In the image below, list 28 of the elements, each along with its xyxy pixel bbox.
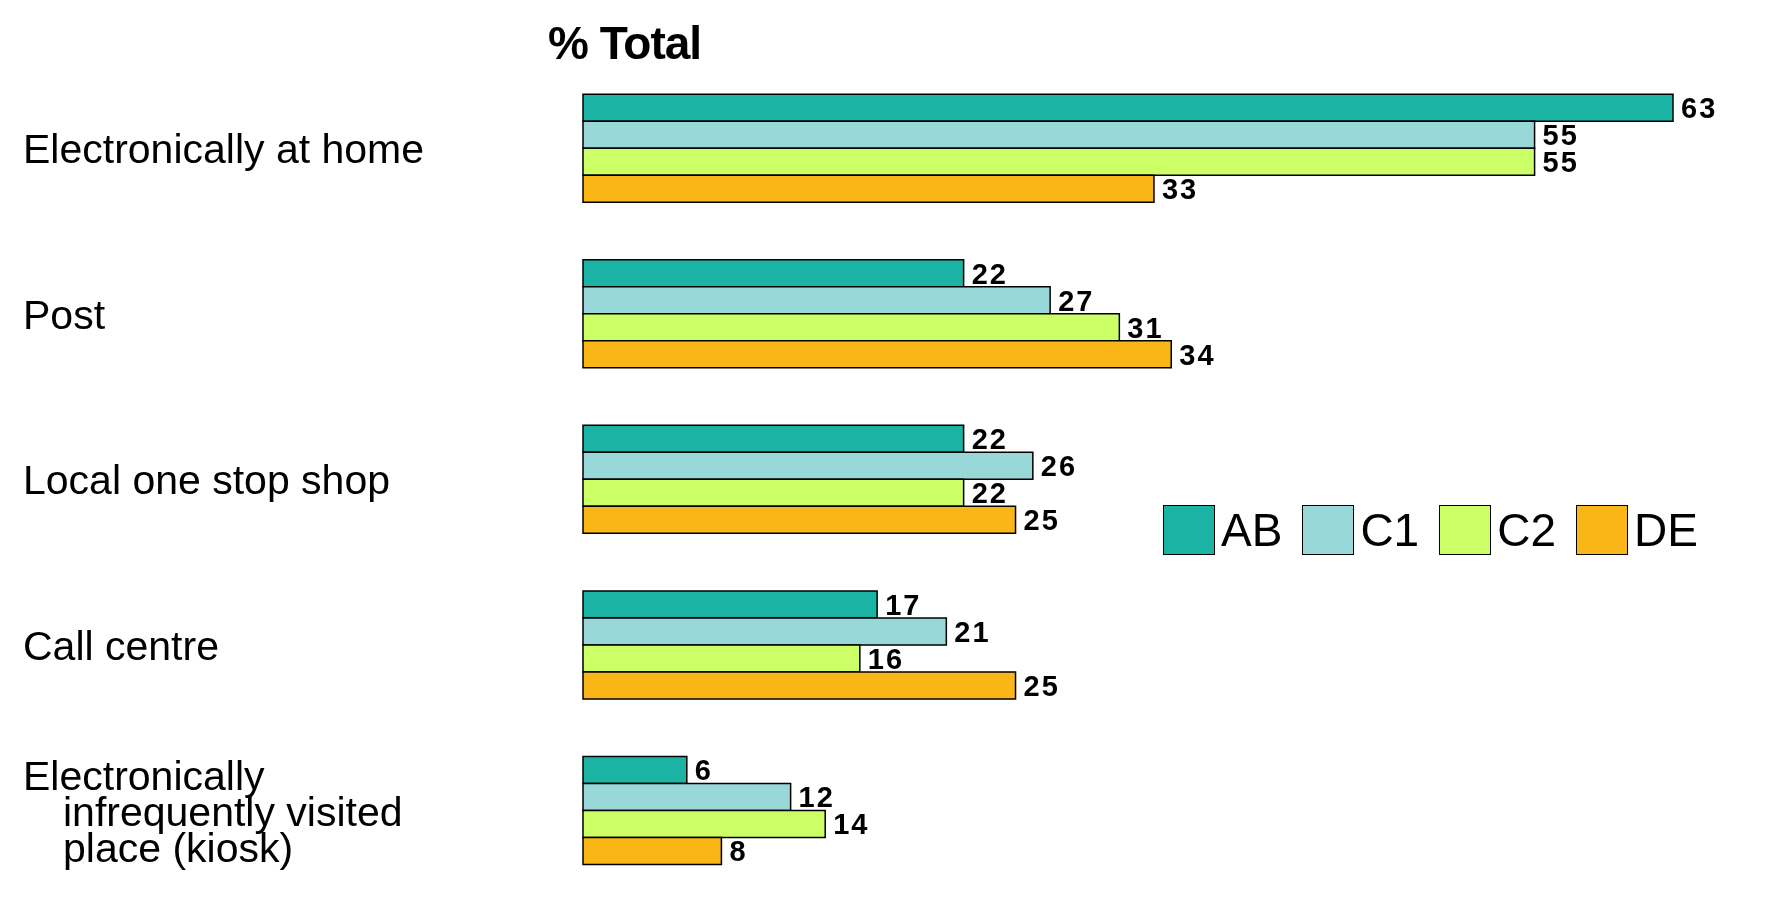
legend-label: C1 (1360, 503, 1420, 557)
data-label: 16 (867, 642, 905, 675)
data-label: 33 (1161, 172, 1199, 205)
data-label: 22 (971, 257, 1008, 290)
data-label: 21 (954, 615, 991, 648)
chart-title: % Total (548, 16, 702, 70)
data-label: 22 (971, 423, 1008, 456)
data-label: 6 (694, 754, 713, 787)
data-label: 22 (971, 477, 1008, 510)
y-tick-label: Electronically infrequently visited place (kiosk) (23, 752, 403, 871)
legend-label: DE (1634, 503, 1698, 557)
y-tick-label: Call centre (23, 622, 219, 669)
data-label: 31 (1127, 311, 1164, 344)
y-tick-label: Post (23, 291, 106, 338)
data-label: 8 (729, 835, 748, 868)
data-label: 34 (1179, 338, 1216, 371)
data-label: 14 (833, 808, 870, 841)
legend-label: AB (1221, 503, 1283, 557)
y-tick-label: Local one stop shop (23, 457, 390, 504)
data-label: 63 (1681, 91, 1718, 124)
data-label: 12 (798, 781, 835, 814)
data-label: 25 (1023, 504, 1060, 537)
data-label: 26 (1040, 450, 1078, 483)
data-label: 25 (1023, 669, 1060, 702)
data-label: 27 (1058, 284, 1095, 317)
legend-label: C2 (1497, 503, 1556, 557)
y-tick-label: Electronically at home (23, 126, 425, 173)
data-label: 17 (885, 588, 922, 621)
